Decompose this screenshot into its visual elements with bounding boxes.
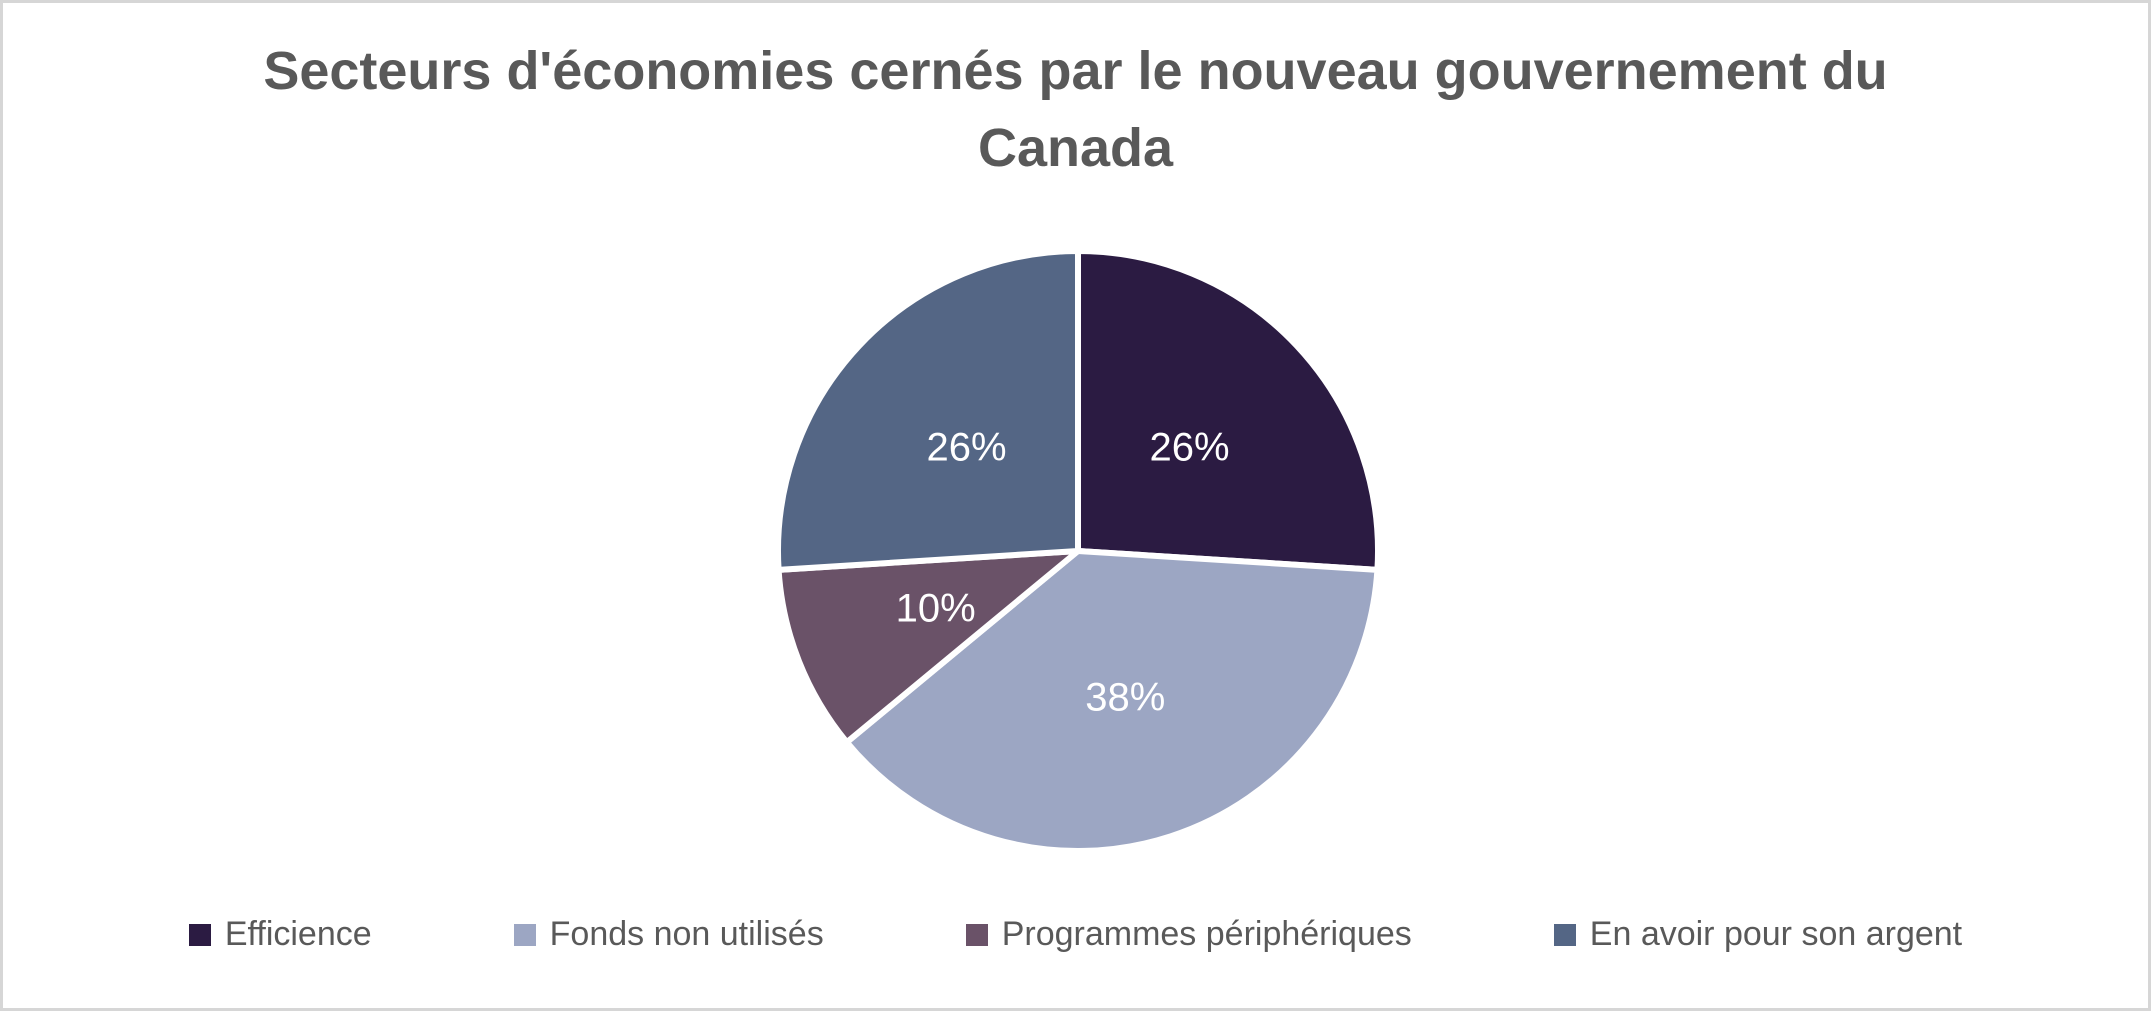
legend-item-label: Fonds non utilisés bbox=[549, 915, 824, 953]
legend-item-4: En avoir pour son argent bbox=[1553, 915, 1963, 954]
legend-swatch-icon bbox=[1553, 923, 1576, 946]
pie-data-label-2: 38% bbox=[1085, 676, 1165, 720]
legend-item-1: Efficience bbox=[188, 915, 372, 954]
pie-data-label-3: 10% bbox=[896, 586, 976, 630]
legend-item-label: Efficience bbox=[224, 915, 372, 953]
legend-item-2: Fonds non utilisés bbox=[513, 915, 824, 954]
pie-slice-2 bbox=[843, 548, 1381, 854]
chart-legend: Efficience Fonds non utilisés Programmes p… bbox=[3, 915, 2148, 954]
legend-swatch-icon bbox=[965, 923, 988, 946]
legend-item-label: En avoir pour son argent bbox=[1589, 915, 1963, 953]
pie-slice-3 bbox=[775, 548, 1081, 746]
pie-slice-4 bbox=[775, 248, 1081, 573]
pie-data-label-4: 26% bbox=[926, 425, 1006, 469]
chart-title-line2: Canada bbox=[977, 117, 1174, 178]
pie-chart: 26% 38% 10% 26% bbox=[775, 248, 1381, 854]
pie-data-label-1: 26% bbox=[1149, 425, 1229, 469]
chart-title: Secteurs d'économies cernés par le nouve… bbox=[3, 33, 2148, 186]
pie-slice-1 bbox=[1075, 248, 1381, 573]
legend-item-3: Programmes périphériques bbox=[965, 915, 1412, 954]
legend-swatch-icon bbox=[513, 923, 536, 946]
legend-swatch-icon bbox=[188, 923, 211, 946]
chart-title-line1: Secteurs d'économies cernés par le nouve… bbox=[263, 41, 1888, 101]
legend-item-label: Programmes périphériques bbox=[1001, 915, 1412, 953]
